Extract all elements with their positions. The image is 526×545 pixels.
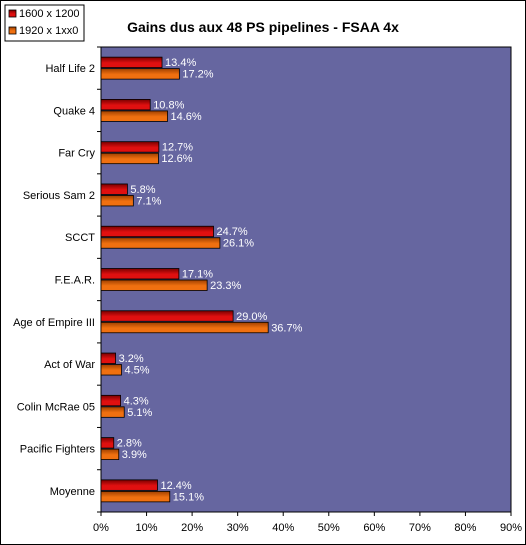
legend: 1600 x 1200 1920 x 1xx0 — [4, 4, 85, 42]
bar-s1-7 — [100, 352, 116, 364]
bar-s1-9 — [100, 437, 115, 449]
data-label: 29.0% — [236, 311, 267, 323]
x-tick-label: 20% — [181, 522, 203, 534]
bar-s2-10 — [100, 490, 171, 503]
legend-label: 1600 x 1200 — [19, 8, 80, 20]
legend-box — [4, 4, 85, 42]
data-label: 17.2% — [182, 69, 213, 81]
data-label: 2.8% — [117, 438, 142, 450]
x-tick-label: 30% — [227, 522, 249, 534]
category-label: Half Life 2 — [45, 63, 95, 75]
data-label: 12.7% — [162, 142, 193, 154]
bar-s1-3 — [100, 183, 128, 195]
data-label: 17.1% — [182, 269, 213, 281]
x-tick-label: 10% — [136, 522, 158, 534]
category-label: SCCT — [65, 232, 95, 244]
data-label: 26.1% — [223, 238, 254, 250]
legend-swatch — [8, 9, 17, 18]
x-tick-label: 50% — [318, 522, 340, 534]
bar-s1-4 — [100, 225, 214, 238]
bar-s1-6 — [100, 310, 234, 322]
bar-s2-8 — [100, 406, 125, 418]
data-label: 12.4% — [160, 480, 191, 492]
bar-s2-9 — [100, 448, 120, 460]
data-label: 13.4% — [165, 57, 196, 69]
data-label: 4.3% — [124, 395, 149, 407]
bar-s2-7 — [100, 364, 122, 376]
bar-s1-8 — [100, 394, 121, 407]
bar-s1-2 — [100, 141, 160, 153]
data-label: 3.9% — [122, 449, 147, 461]
category-label: Far Cry — [58, 148, 95, 160]
bar-s2-4 — [100, 237, 221, 249]
bar-s2-6 — [100, 321, 269, 334]
data-label: 15.1% — [173, 491, 204, 503]
data-label: 36.7% — [271, 322, 302, 334]
category-label: Colin McRae 05 — [17, 401, 95, 413]
bar-s1-10 — [100, 479, 158, 491]
x-tick-label: 0% — [93, 522, 109, 534]
data-label: 5.1% — [127, 407, 152, 419]
data-label: 23.3% — [210, 280, 241, 292]
bar-s2-3 — [100, 195, 134, 207]
bar-s2-2 — [100, 152, 159, 165]
data-label: 24.7% — [217, 226, 248, 238]
chart-title: Gains dus aux 48 PS pipelines - FSAA 4x — [127, 19, 399, 35]
category-label: Serious Sam 2 — [23, 190, 95, 202]
category-label: Pacific Fighters — [20, 444, 96, 456]
bar-s2-5 — [100, 279, 208, 291]
plot-area — [100, 46, 512, 513]
category-label: Act of War — [44, 359, 95, 371]
data-label: 7.1% — [136, 195, 161, 207]
data-label: 10.8% — [153, 99, 184, 111]
data-label: 5.8% — [130, 184, 155, 196]
x-tick-label: 70% — [409, 522, 431, 534]
category-label: Moyenne — [50, 486, 95, 498]
category-label: Age of Empire III — [13, 317, 95, 329]
legend-label: 1920 x 1xx0 — [19, 25, 78, 37]
bar-s1-5 — [100, 268, 180, 280]
bar-s1-0 — [100, 56, 163, 69]
category-label: Quake 4 — [53, 105, 95, 117]
legend-swatch — [8, 26, 17, 35]
x-tick-label: 80% — [454, 522, 476, 534]
x-tick-label: 40% — [272, 522, 294, 534]
bar-s2-0 — [100, 68, 180, 80]
x-tick-label: 90% — [500, 522, 522, 534]
data-label: 14.6% — [171, 111, 202, 123]
data-label: 12.6% — [161, 153, 192, 165]
bar-s1-1 — [100, 99, 151, 111]
category-label: F.E.A.R. — [55, 275, 95, 287]
data-label: 3.2% — [119, 353, 144, 365]
bar-s2-1 — [100, 110, 168, 122]
x-tick-label: 60% — [363, 522, 385, 534]
data-label: 4.5% — [125, 365, 150, 377]
